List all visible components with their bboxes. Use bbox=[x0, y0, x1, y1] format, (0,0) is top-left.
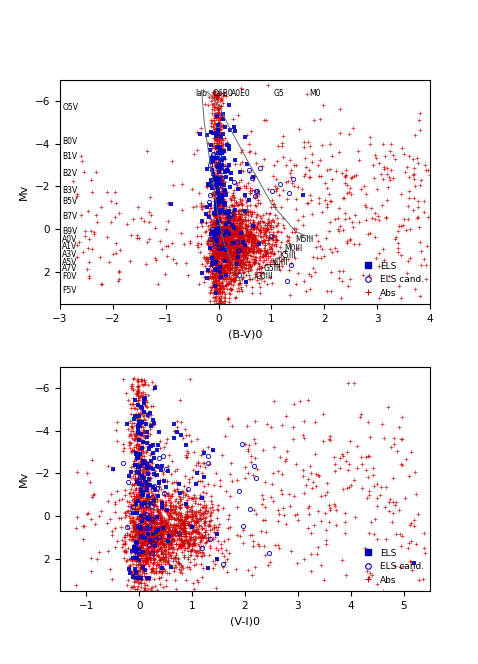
Text: G5: G5 bbox=[274, 89, 285, 98]
Text: O6B0: O6B0 bbox=[212, 89, 233, 98]
Text: B5V: B5V bbox=[63, 197, 77, 206]
Text: B0V: B0V bbox=[63, 137, 77, 146]
Text: B9V: B9V bbox=[63, 227, 77, 236]
Text: M0: M0 bbox=[309, 89, 321, 98]
Text: Iab:: Iab: bbox=[196, 89, 210, 98]
Text: K0III: K0III bbox=[272, 258, 288, 267]
Text: A7V: A7V bbox=[63, 264, 78, 273]
Legend: ELS, ELS cand., Abs: ELS, ELS cand., Abs bbox=[357, 260, 426, 299]
Text: A5V: A5V bbox=[63, 258, 78, 267]
Text: F0V: F0V bbox=[63, 272, 77, 281]
Text: G0III: G0III bbox=[256, 272, 273, 281]
Y-axis label: Mv: Mv bbox=[19, 184, 29, 200]
Text: K5III: K5III bbox=[279, 252, 296, 260]
Text: F5V: F5V bbox=[63, 286, 77, 295]
Text: O5V: O5V bbox=[63, 103, 78, 112]
Text: B3V: B3V bbox=[63, 186, 77, 195]
Text: A1V: A1V bbox=[63, 242, 77, 251]
Y-axis label: Mv: Mv bbox=[19, 471, 29, 487]
Text: A0V: A0V bbox=[63, 235, 78, 244]
Text: B1V: B1V bbox=[63, 152, 77, 161]
X-axis label: (V-I)0: (V-I)0 bbox=[230, 616, 260, 626]
Text: M5III: M5III bbox=[295, 235, 314, 244]
Legend: ELS, ELS cand., Abs: ELS, ELS cand., Abs bbox=[357, 547, 426, 586]
Text: M0III: M0III bbox=[285, 244, 303, 253]
Text: G5III: G5III bbox=[263, 264, 281, 273]
Text: A3V: A3V bbox=[63, 250, 78, 260]
X-axis label: (B-V)0: (B-V)0 bbox=[228, 329, 262, 339]
Text: B7V: B7V bbox=[63, 212, 77, 221]
Text: B2V: B2V bbox=[63, 169, 77, 178]
Text: A0E0: A0E0 bbox=[231, 89, 250, 98]
